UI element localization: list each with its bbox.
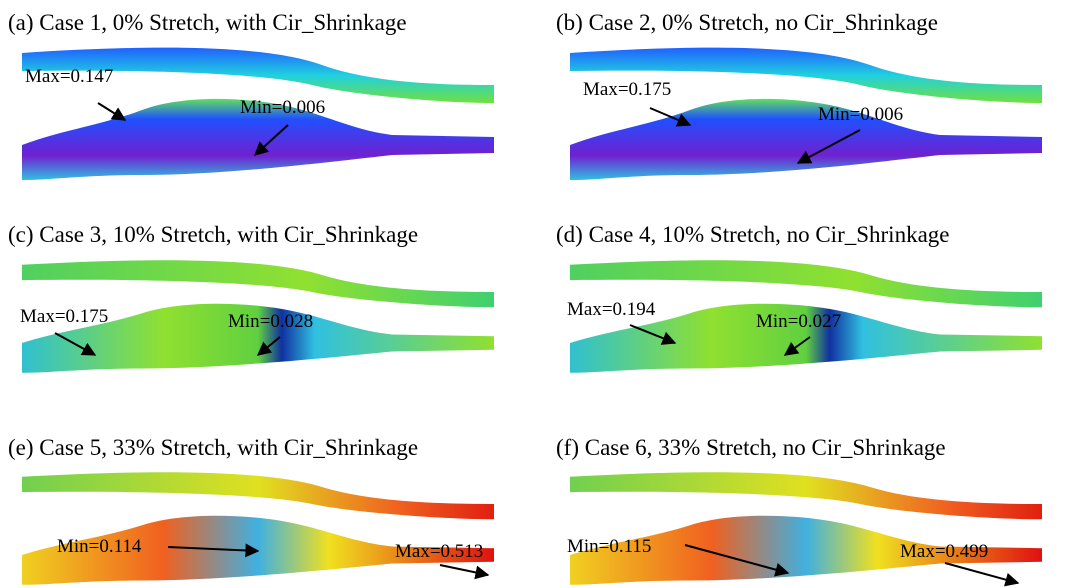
panel-caption: (d) Case 4, 10% Stretch, no Cir_Shrinkag… bbox=[556, 222, 949, 247]
panel-caption: (e) Case 5, 33% Stretch, with Cir_Shrink… bbox=[8, 435, 418, 460]
max-label: Max=0.513 bbox=[395, 541, 483, 562]
panel-caption: (f) Case 6, 33% Stretch, no Cir_Shrinkag… bbox=[556, 435, 946, 460]
panel-caption: (a) Case 1, 0% Stretch, with Cir_Shrinka… bbox=[8, 10, 407, 35]
panel: (f) Case 6, 33% Stretch, no Cir_Shrinkag… bbox=[556, 435, 1042, 585]
max-arrow bbox=[98, 103, 125, 120]
panel: (b) Case 2, 0% Stretch, no Cir_Shrinkage… bbox=[556, 10, 1042, 180]
panel: (a) Case 1, 0% Stretch, with Cir_Shrinka… bbox=[8, 10, 494, 180]
max-label: Max=0.194 bbox=[567, 299, 656, 320]
panel: (e) Case 5, 33% Stretch, with Cir_Shrink… bbox=[8, 435, 494, 585]
panel-caption: (c) Case 3, 10% Stretch, with Cir_Shrink… bbox=[8, 222, 418, 247]
max-label: Max=0.147 bbox=[25, 66, 113, 87]
min-label: Min=0.028 bbox=[228, 311, 313, 332]
panel-caption: (b) Case 2, 0% Stretch, no Cir_Shrinkage bbox=[556, 10, 938, 35]
max-arrow bbox=[945, 563, 1018, 583]
panels: (a) Case 1, 0% Stretch, with Cir_Shrinka… bbox=[8, 10, 1042, 585]
vessel-wall-top bbox=[22, 260, 494, 307]
max-arrow bbox=[440, 565, 488, 575]
max-label: Max=0.499 bbox=[900, 541, 988, 562]
contour-image bbox=[22, 472, 494, 585]
min-label: Min=0.027 bbox=[756, 311, 841, 332]
min-label: Min=0.006 bbox=[818, 104, 903, 125]
contour-image bbox=[570, 48, 1042, 180]
vessel-wall-top bbox=[570, 472, 1042, 519]
vessel-wall-bottom bbox=[570, 99, 1042, 180]
min-label: Min=0.115 bbox=[567, 536, 651, 557]
vessel-wall-top bbox=[22, 472, 494, 519]
panel: (d) Case 4, 10% Stretch, no Cir_Shrinkag… bbox=[556, 222, 1042, 373]
min-label: Min=0.006 bbox=[240, 97, 325, 118]
panel: (c) Case 3, 10% Stretch, with Cir_Shrink… bbox=[8, 222, 494, 373]
figure: (a) Case 1, 0% Stretch, with Cir_Shrinka… bbox=[0, 0, 1065, 588]
max-label: Max=0.175 bbox=[583, 79, 671, 100]
min-label: Min=0.114 bbox=[57, 536, 142, 557]
contour-image bbox=[570, 472, 1042, 585]
max-label: Max=0.175 bbox=[20, 306, 108, 327]
